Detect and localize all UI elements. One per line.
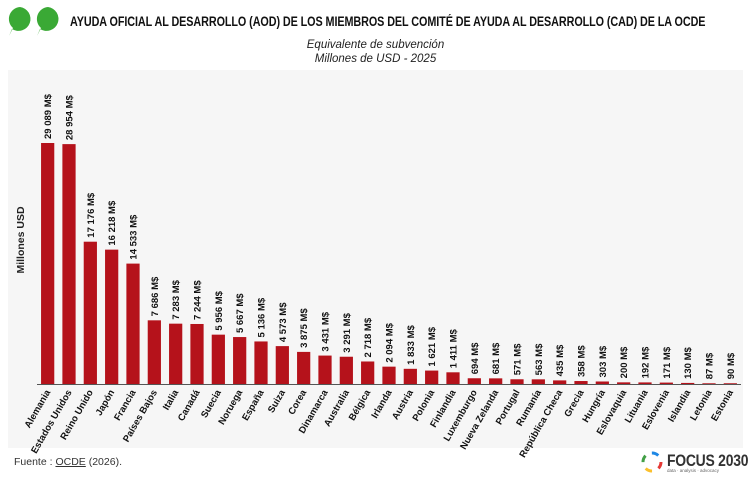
bar-30 — [659, 382, 673, 384]
value-label-1: 29 089 M$ — [43, 93, 54, 139]
category-label-11: España — [240, 387, 267, 422]
bar-9 — [211, 334, 225, 384]
bar-21 — [467, 378, 481, 384]
bar-24 — [531, 379, 545, 384]
bar-19 — [425, 370, 439, 384]
bar-1 — [41, 143, 55, 384]
bar-2 — [62, 144, 76, 384]
value-label-30: 171 M$ — [662, 346, 673, 378]
bar-10 — [233, 337, 247, 384]
brand-name: FOCUS 2030 — [667, 451, 749, 470]
value-label-31: 130 M$ — [683, 347, 694, 379]
value-label-4: 16 218 M$ — [107, 200, 118, 246]
value-label-23: 571 M$ — [513, 343, 524, 375]
value-label-9: 5 956 M$ — [214, 290, 225, 330]
bar-4 — [105, 249, 119, 384]
focus2030-ring-icon — [641, 451, 663, 473]
value-label-15: 3 291 M$ — [342, 312, 353, 352]
bar-15 — [339, 356, 353, 384]
value-label-25: 435 M$ — [555, 344, 566, 376]
bar-7 — [169, 323, 183, 384]
value-label-19: 1 621 M$ — [427, 326, 438, 366]
bar-29 — [638, 382, 652, 384]
source-prefix: Fuente : — [14, 456, 56, 468]
chart-title: AYUDA OFICIAL AL DESARROLLO (AOD) DE LOS… — [70, 14, 706, 29]
bar-18 — [403, 368, 417, 384]
value-label-26: 358 M$ — [577, 345, 588, 377]
source-suffix: (2026). — [85, 456, 122, 468]
value-label-11: 5 136 M$ — [257, 297, 268, 337]
bar-25 — [553, 380, 567, 384]
value-label-14: 3 431 M$ — [321, 311, 332, 351]
bar-16 — [361, 361, 375, 384]
bar-22 — [489, 378, 503, 384]
bar-31 — [681, 382, 695, 384]
bar-11 — [254, 341, 268, 384]
value-label-13: 3 875 M$ — [299, 308, 310, 348]
category-label-12: Suiza — [266, 387, 288, 415]
value-label-12: 4 573 M$ — [278, 302, 289, 342]
value-label-22: 681 M$ — [491, 342, 502, 374]
value-label-7: 7 283 M$ — [171, 279, 182, 319]
value-label-16: 2 718 M$ — [363, 317, 374, 357]
value-label-29: 192 M$ — [641, 346, 652, 378]
bar-27 — [595, 381, 609, 384]
value-label-8: 7 244 M$ — [193, 280, 204, 320]
value-label-5: 14 533 M$ — [129, 214, 140, 260]
bar-23 — [510, 379, 524, 384]
source-note: Fuente : OCDE (2026). — [14, 456, 122, 468]
bar-8 — [190, 323, 204, 384]
bar-3 — [83, 241, 97, 384]
value-label-28: 200 M$ — [619, 346, 630, 378]
speech-bubbles-icon — [8, 7, 59, 36]
bar-32 — [702, 383, 716, 384]
chart-subtitle-line1: Equivalente de subvención — [306, 39, 445, 51]
value-label-3: 17 176 M$ — [86, 192, 97, 238]
bar-20 — [446, 372, 460, 384]
chart-header: AYUDA OFICIAL AL DESARROLLO (AOD) DE LOS… — [6, 6, 751, 38]
value-label-27: 303 M$ — [598, 345, 609, 377]
value-label-6: 7 686 M$ — [150, 276, 161, 316]
y-axis-label: Millones USD — [15, 206, 27, 274]
bar-12 — [275, 346, 289, 384]
bar-28 — [617, 382, 631, 384]
value-label-17: 2 094 M$ — [385, 322, 396, 362]
brand-tagline: data · analysis · advocacy — [667, 468, 720, 473]
category-label-16: Bélgica — [347, 387, 374, 422]
focus2030-logo: FOCUS 2030 data · analysis · advocacy — [640, 450, 748, 474]
bar-6 — [147, 320, 161, 384]
value-label-21: 694 M$ — [470, 342, 481, 374]
value-label-32: 87 M$ — [705, 352, 716, 379]
bar-26 — [574, 381, 588, 384]
bar-33 — [723, 383, 737, 384]
value-label-18: 1 833 M$ — [406, 324, 417, 364]
bar-5 — [126, 263, 140, 384]
value-label-24: 563 M$ — [534, 343, 545, 375]
chart-subtitle-line2: Millones de USD - 2025 — [314, 53, 437, 65]
category-label-7: Italia — [161, 387, 182, 412]
source-link[interactable]: OCDE — [55, 456, 86, 468]
value-label-20: 1 411 M$ — [449, 329, 460, 369]
bar-17 — [382, 366, 396, 384]
value-label-2: 28 954 M$ — [65, 95, 76, 141]
bar-14 — [318, 355, 332, 384]
value-label-10: 5 667 M$ — [235, 293, 246, 333]
value-label-33: 90 M$ — [726, 352, 737, 379]
bar-13 — [297, 351, 311, 384]
